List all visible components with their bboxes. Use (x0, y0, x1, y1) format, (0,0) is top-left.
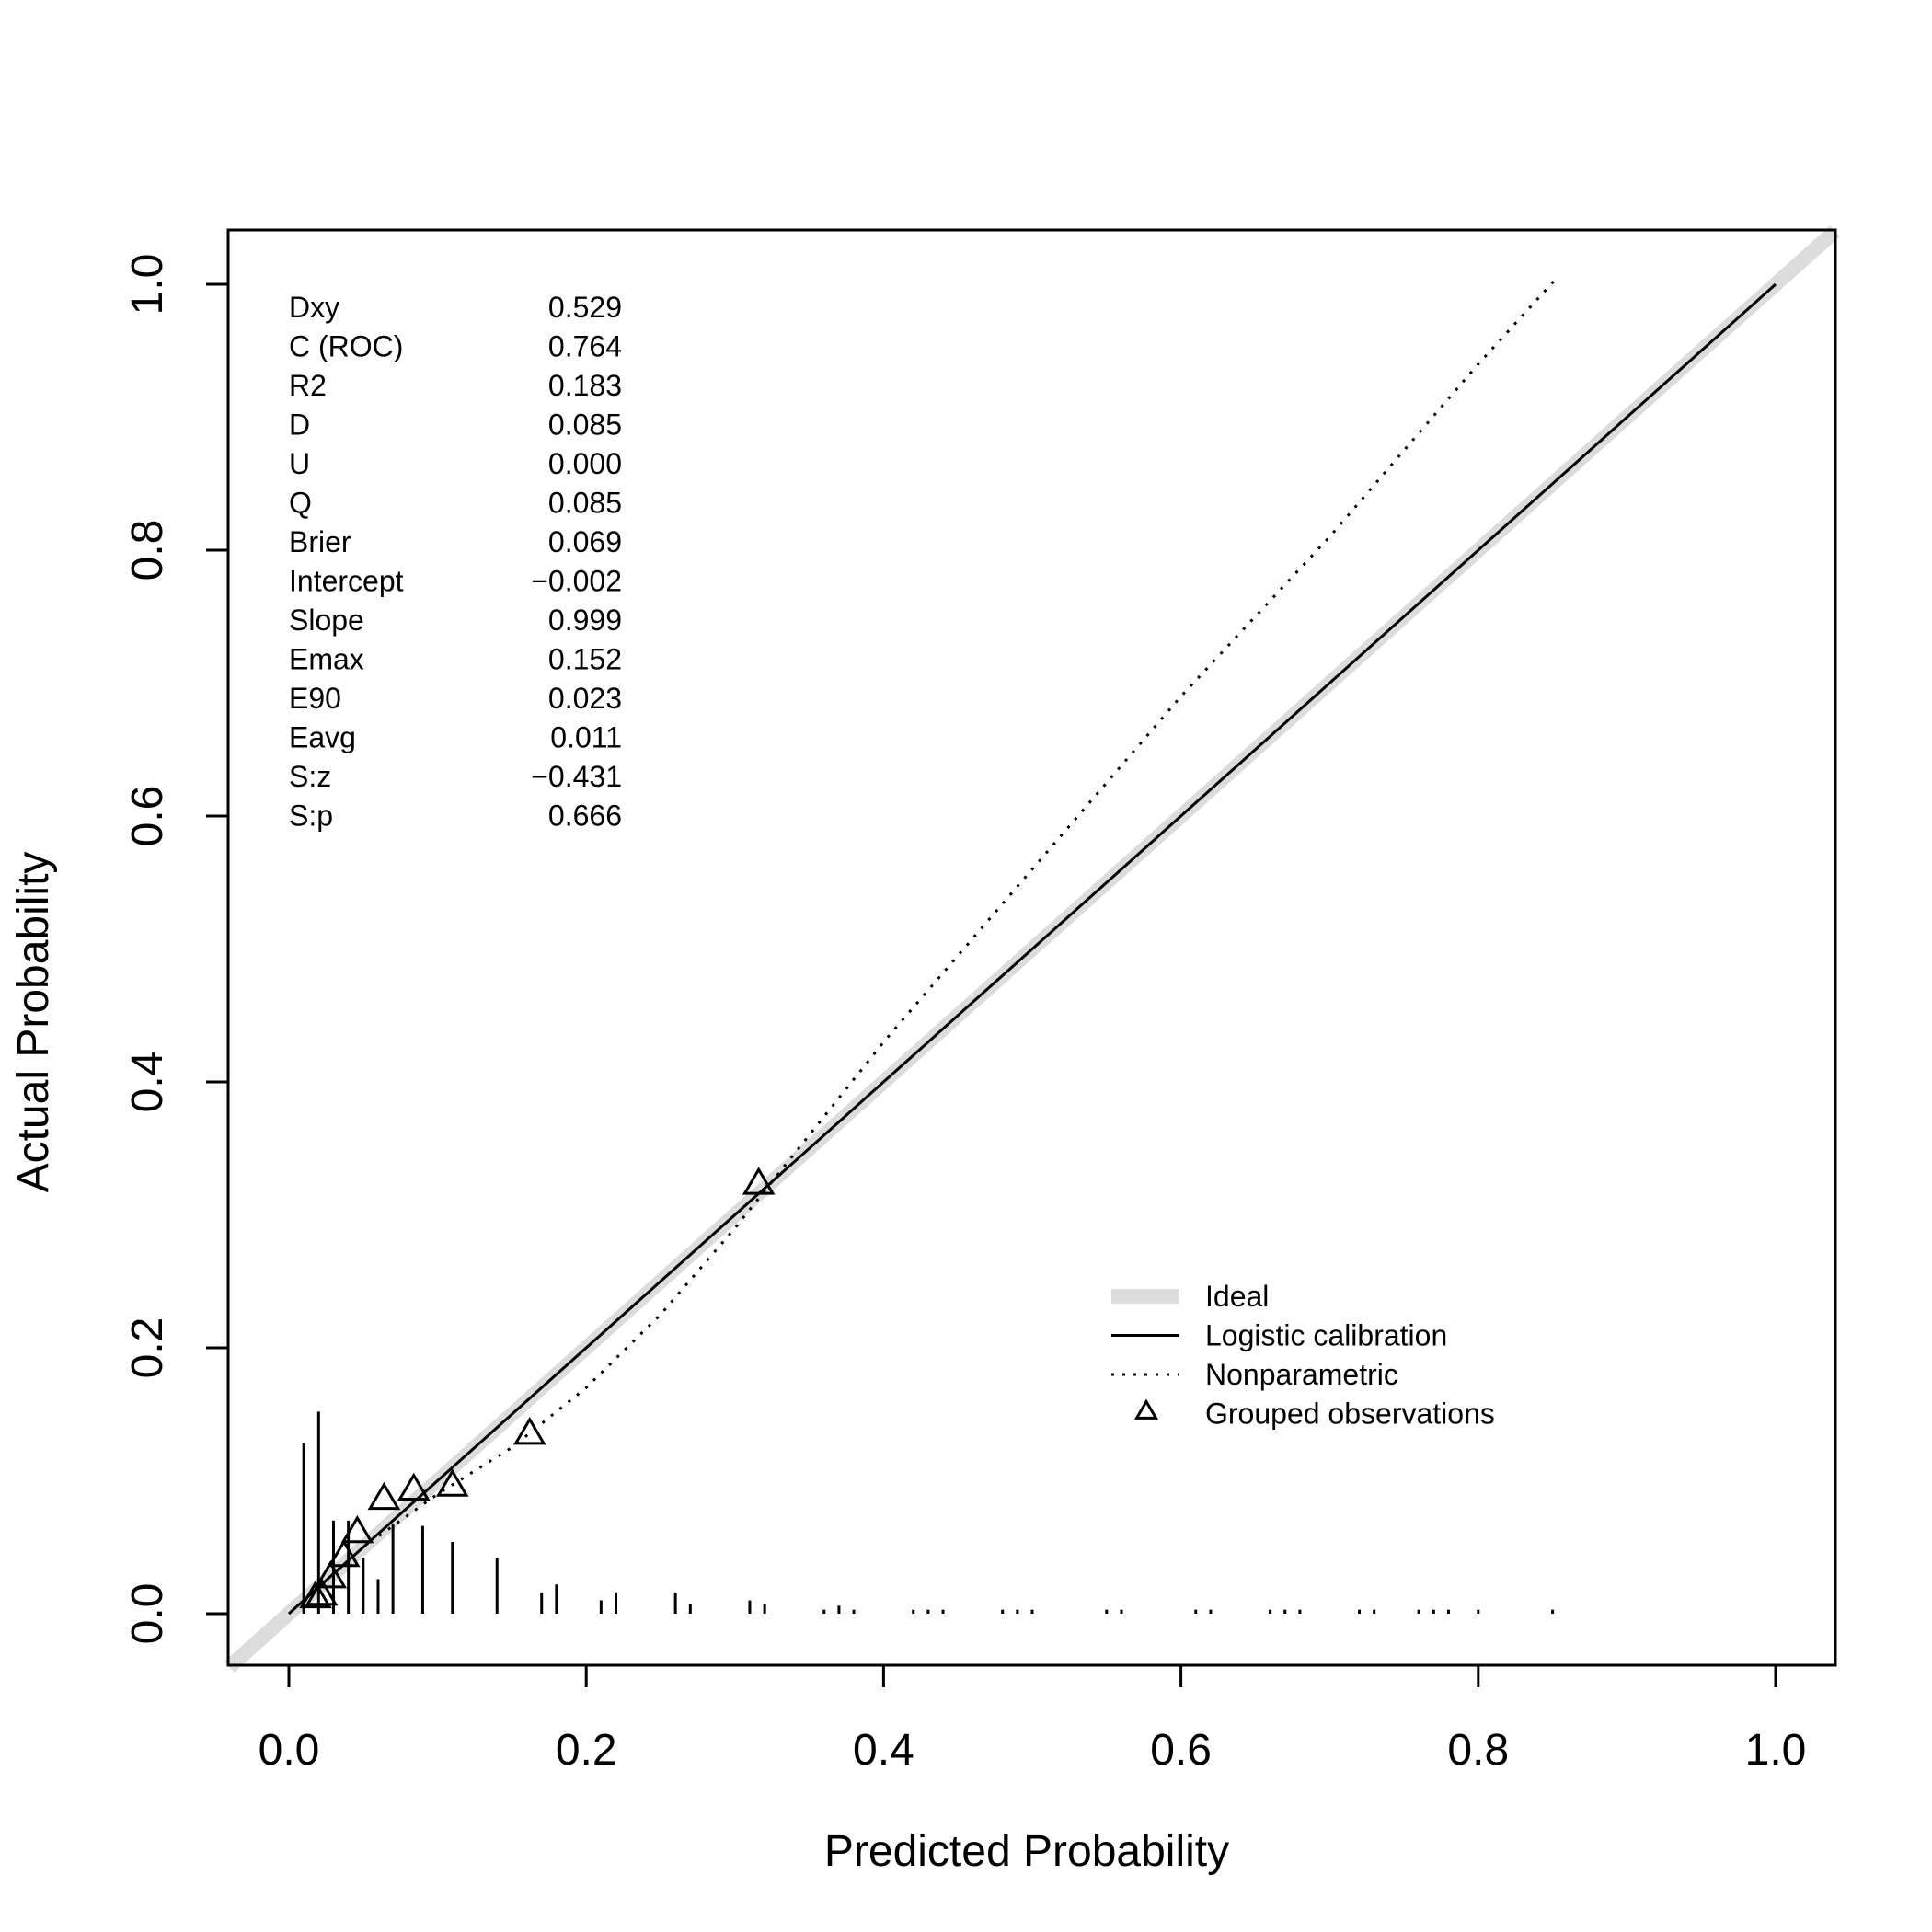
stat-name: S:p (289, 799, 333, 833)
legend: Ideal Logistic calibration Nonparametric Gr… (1111, 1280, 1495, 1431)
y-tick-label: 0.0 (123, 1583, 172, 1645)
grouped-observation-point (367, 1481, 401, 1511)
logistic-calibration-line (288, 282, 1777, 1616)
grouped-observation-point (305, 1577, 339, 1606)
logistic-calibration-layer (288, 282, 1777, 1616)
stat-value: 0.666 (548, 799, 622, 833)
legend-label: Nonparametric (1205, 1358, 1398, 1391)
y-tick-label: 0.8 (123, 520, 172, 581)
y-axis: 0.0 0.2 0.4 0.6 0.8 1.0 (123, 254, 230, 1645)
stat-name: E90 (289, 682, 341, 715)
spike-histogram (302, 1411, 1555, 1614)
grouped-observation-point (435, 1468, 469, 1497)
stat-value: 0.085 (548, 487, 622, 520)
legend-label: Logistic calibration (1205, 1319, 1447, 1352)
stat-name: Q (289, 487, 312, 520)
legend-label: Grouped observations (1205, 1397, 1495, 1431)
x-axis: 0.0 0.2 0.4 0.6 0.8 1.0 (259, 1663, 1807, 1775)
stat-value: 0.529 (548, 291, 622, 324)
stat-name: D (289, 408, 310, 442)
grouped-observation-point (512, 1416, 546, 1445)
grouped-observation-point (327, 1538, 361, 1568)
stats-table: Dxy 0.529 C (ROC) 0.764 R2 0.183 D 0.085 U 0.000 Q… (289, 291, 622, 833)
y-axis-label: Actual Probability (9, 852, 58, 1193)
stat-value: 0.764 (548, 330, 622, 363)
x-tick-label: 0.0 (259, 1726, 320, 1775)
stat-value: 0.152 (548, 643, 622, 676)
y-tick-label: 0.2 (123, 1317, 172, 1379)
stat-name: C (ROC) (289, 330, 403, 363)
legend-label: Ideal (1205, 1280, 1269, 1313)
stat-value: −0.002 (531, 565, 622, 598)
stat-value: 0.999 (548, 604, 622, 637)
stat-name: R2 (289, 369, 327, 402)
x-tick-label: 1.0 (1745, 1726, 1807, 1775)
grouped-observation-point (340, 1514, 374, 1544)
grouped-observations-layer (299, 1167, 776, 1609)
nonparametric-layer (303, 276, 1558, 1602)
y-tick-label: 0.6 (123, 786, 172, 847)
y-tick-label: 0.4 (123, 1052, 172, 1113)
stat-value: 0.011 (550, 721, 622, 754)
stat-value: 0.000 (548, 447, 622, 480)
x-tick-label: 0.2 (556, 1726, 617, 1775)
x-tick-label: 0.4 (853, 1726, 914, 1775)
x-tick-label: 0.6 (1150, 1726, 1212, 1775)
stat-name: S:z (289, 760, 331, 793)
stat-value: 0.183 (548, 369, 622, 402)
x-axis-label: Predicted Probability (824, 1827, 1229, 1876)
x-tick-label: 0.8 (1447, 1726, 1509, 1775)
stat-name: Emax (289, 643, 364, 676)
stat-value: −0.431 (531, 760, 622, 793)
grouped-observation-point (742, 1167, 776, 1195)
stat-name: Dxy (289, 291, 339, 324)
stat-name: Eavg (289, 721, 356, 754)
stat-value: 0.069 (548, 525, 622, 558)
nonparametric-line (303, 276, 1558, 1602)
stat-name: U (289, 447, 310, 480)
stat-name: Brier (289, 525, 351, 558)
grouped-observation-point (397, 1472, 431, 1501)
legend-swatch-triangle (1133, 1398, 1159, 1420)
stat-value: 0.085 (548, 408, 622, 442)
stat-name: Intercept (289, 565, 404, 598)
y-tick-label: 1.0 (123, 254, 172, 316)
stat-name: Slope (289, 604, 364, 637)
grouped-observation-point (314, 1560, 348, 1589)
stat-value: 0.023 (548, 682, 622, 715)
grouped-observation-point (299, 1580, 332, 1609)
